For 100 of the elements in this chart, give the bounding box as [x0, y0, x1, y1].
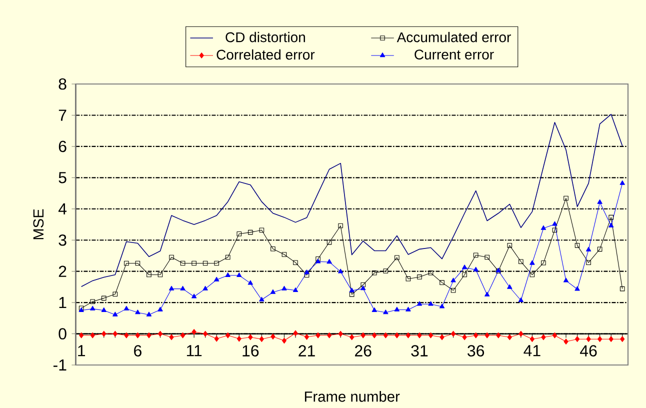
point	[293, 260, 298, 265]
point	[518, 330, 524, 337]
point	[439, 304, 445, 308]
point	[338, 223, 343, 228]
point	[484, 254, 490, 260]
point	[146, 312, 152, 316]
point	[282, 252, 287, 257]
point	[383, 332, 388, 338]
point	[394, 332, 400, 338]
point	[394, 306, 400, 312]
point	[158, 330, 163, 337]
point	[598, 336, 602, 342]
point	[192, 328, 196, 335]
point	[292, 287, 298, 292]
point	[507, 243, 512, 248]
point	[428, 332, 434, 338]
point	[214, 260, 220, 266]
x-tick-label: 26	[355, 345, 372, 356]
point	[462, 334, 467, 340]
y-tick-label: 0	[58, 328, 66, 340]
point	[112, 292, 118, 297]
point	[180, 332, 186, 338]
point	[360, 282, 366, 288]
x-tick-label: 16	[242, 345, 259, 356]
point	[530, 272, 535, 278]
point	[248, 230, 253, 235]
point	[202, 286, 208, 290]
point	[326, 259, 332, 264]
point	[135, 310, 140, 314]
point	[541, 334, 546, 340]
point	[620, 286, 625, 292]
point	[564, 338, 568, 345]
point	[315, 258, 321, 264]
point	[169, 334, 174, 340]
point	[326, 240, 332, 245]
x-tick-label: 1	[78, 345, 86, 356]
point	[236, 231, 242, 236]
point	[226, 332, 230, 338]
point	[192, 260, 196, 266]
point	[270, 289, 276, 294]
point	[597, 199, 602, 204]
point	[135, 332, 140, 338]
point	[293, 330, 298, 336]
point	[90, 332, 95, 338]
point	[169, 254, 174, 260]
x-tick-label: 21	[298, 345, 315, 356]
x-axis-title: Frame number	[304, 391, 400, 402]
point	[552, 332, 558, 338]
y-tick-label: 3	[58, 234, 66, 246]
y-tick-label: 8	[58, 78, 66, 90]
point	[406, 332, 410, 338]
point	[349, 292, 354, 297]
point	[79, 332, 84, 338]
point	[146, 332, 152, 338]
point	[484, 332, 490, 338]
y-tick-label: 6	[58, 140, 66, 152]
point	[168, 286, 174, 290]
point	[518, 297, 524, 302]
point	[507, 334, 512, 340]
y-tick-label: -1	[53, 360, 66, 371]
point	[338, 268, 344, 274]
point	[124, 332, 129, 338]
y-tick-label: 4	[58, 203, 67, 214]
point	[236, 272, 242, 277]
point	[259, 296, 264, 302]
point	[416, 301, 422, 306]
point	[450, 278, 456, 282]
legend-label: Accumulated error	[396, 32, 511, 42]
point	[597, 246, 602, 252]
point	[620, 336, 625, 342]
point	[530, 336, 534, 342]
point	[372, 332, 377, 338]
point	[507, 284, 512, 289]
x-tick-label: 36	[468, 345, 484, 356]
legend-label: Current error	[414, 50, 494, 60]
point	[191, 294, 197, 298]
point	[608, 222, 614, 228]
point	[462, 272, 467, 278]
y-tick-label: 1	[59, 297, 66, 308]
point	[214, 276, 220, 282]
x-tick-label: 31	[411, 345, 428, 356]
point	[540, 225, 546, 230]
point	[259, 228, 264, 233]
point	[608, 214, 614, 220]
point	[158, 272, 163, 278]
point	[406, 306, 411, 312]
point	[518, 259, 524, 264]
point	[360, 332, 366, 338]
point	[440, 280, 444, 285]
x-tick-label: 46	[580, 345, 597, 356]
point	[270, 246, 276, 252]
point	[564, 196, 568, 201]
point	[417, 332, 422, 338]
point	[394, 255, 400, 260]
point	[101, 307, 106, 312]
point	[552, 228, 558, 233]
point	[225, 272, 230, 277]
point	[360, 286, 366, 290]
point	[248, 334, 253, 340]
line-series	[80, 114, 623, 288]
